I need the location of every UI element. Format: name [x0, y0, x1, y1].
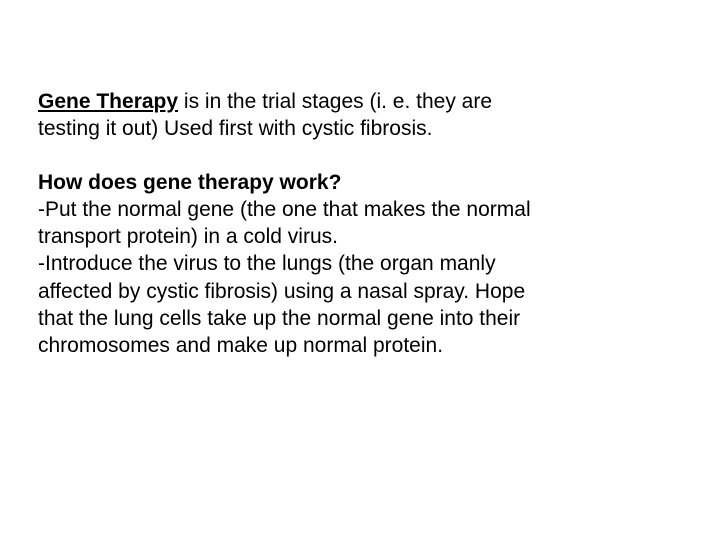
subheading: How does gene therapy work? [38, 169, 680, 196]
intro-paragraph: Gene Therapy is in the trial stages (i. … [38, 88, 680, 143]
gene-therapy-title: Gene Therapy [38, 90, 178, 113]
intro-line-1-rest: is in the trial stages (i. e. they are [178, 90, 492, 113]
bullet-1-line-2: transport protein) in a cold virus. [38, 223, 680, 250]
slide-content: Gene Therapy is in the trial stages (i. … [38, 88, 680, 360]
intro-line-2: testing it out) Used first with cystic f… [38, 115, 680, 142]
body-paragraph: How does gene therapy work? -Put the nor… [38, 169, 680, 360]
intro-line-1: Gene Therapy is in the trial stages (i. … [38, 88, 680, 115]
bullet-2-line-2: affected by cystic fibrosis) using a nas… [38, 278, 680, 305]
bullet-1-line-1: -Put the normal gene (the one that makes… [38, 196, 680, 223]
bullet-2-line-4: chromosomes and make up normal protein. [38, 332, 680, 359]
bullet-2-line-1: -Introduce the virus to the lungs (the o… [38, 250, 680, 277]
bullet-2-line-3: that the lung cells take up the normal g… [38, 305, 680, 332]
